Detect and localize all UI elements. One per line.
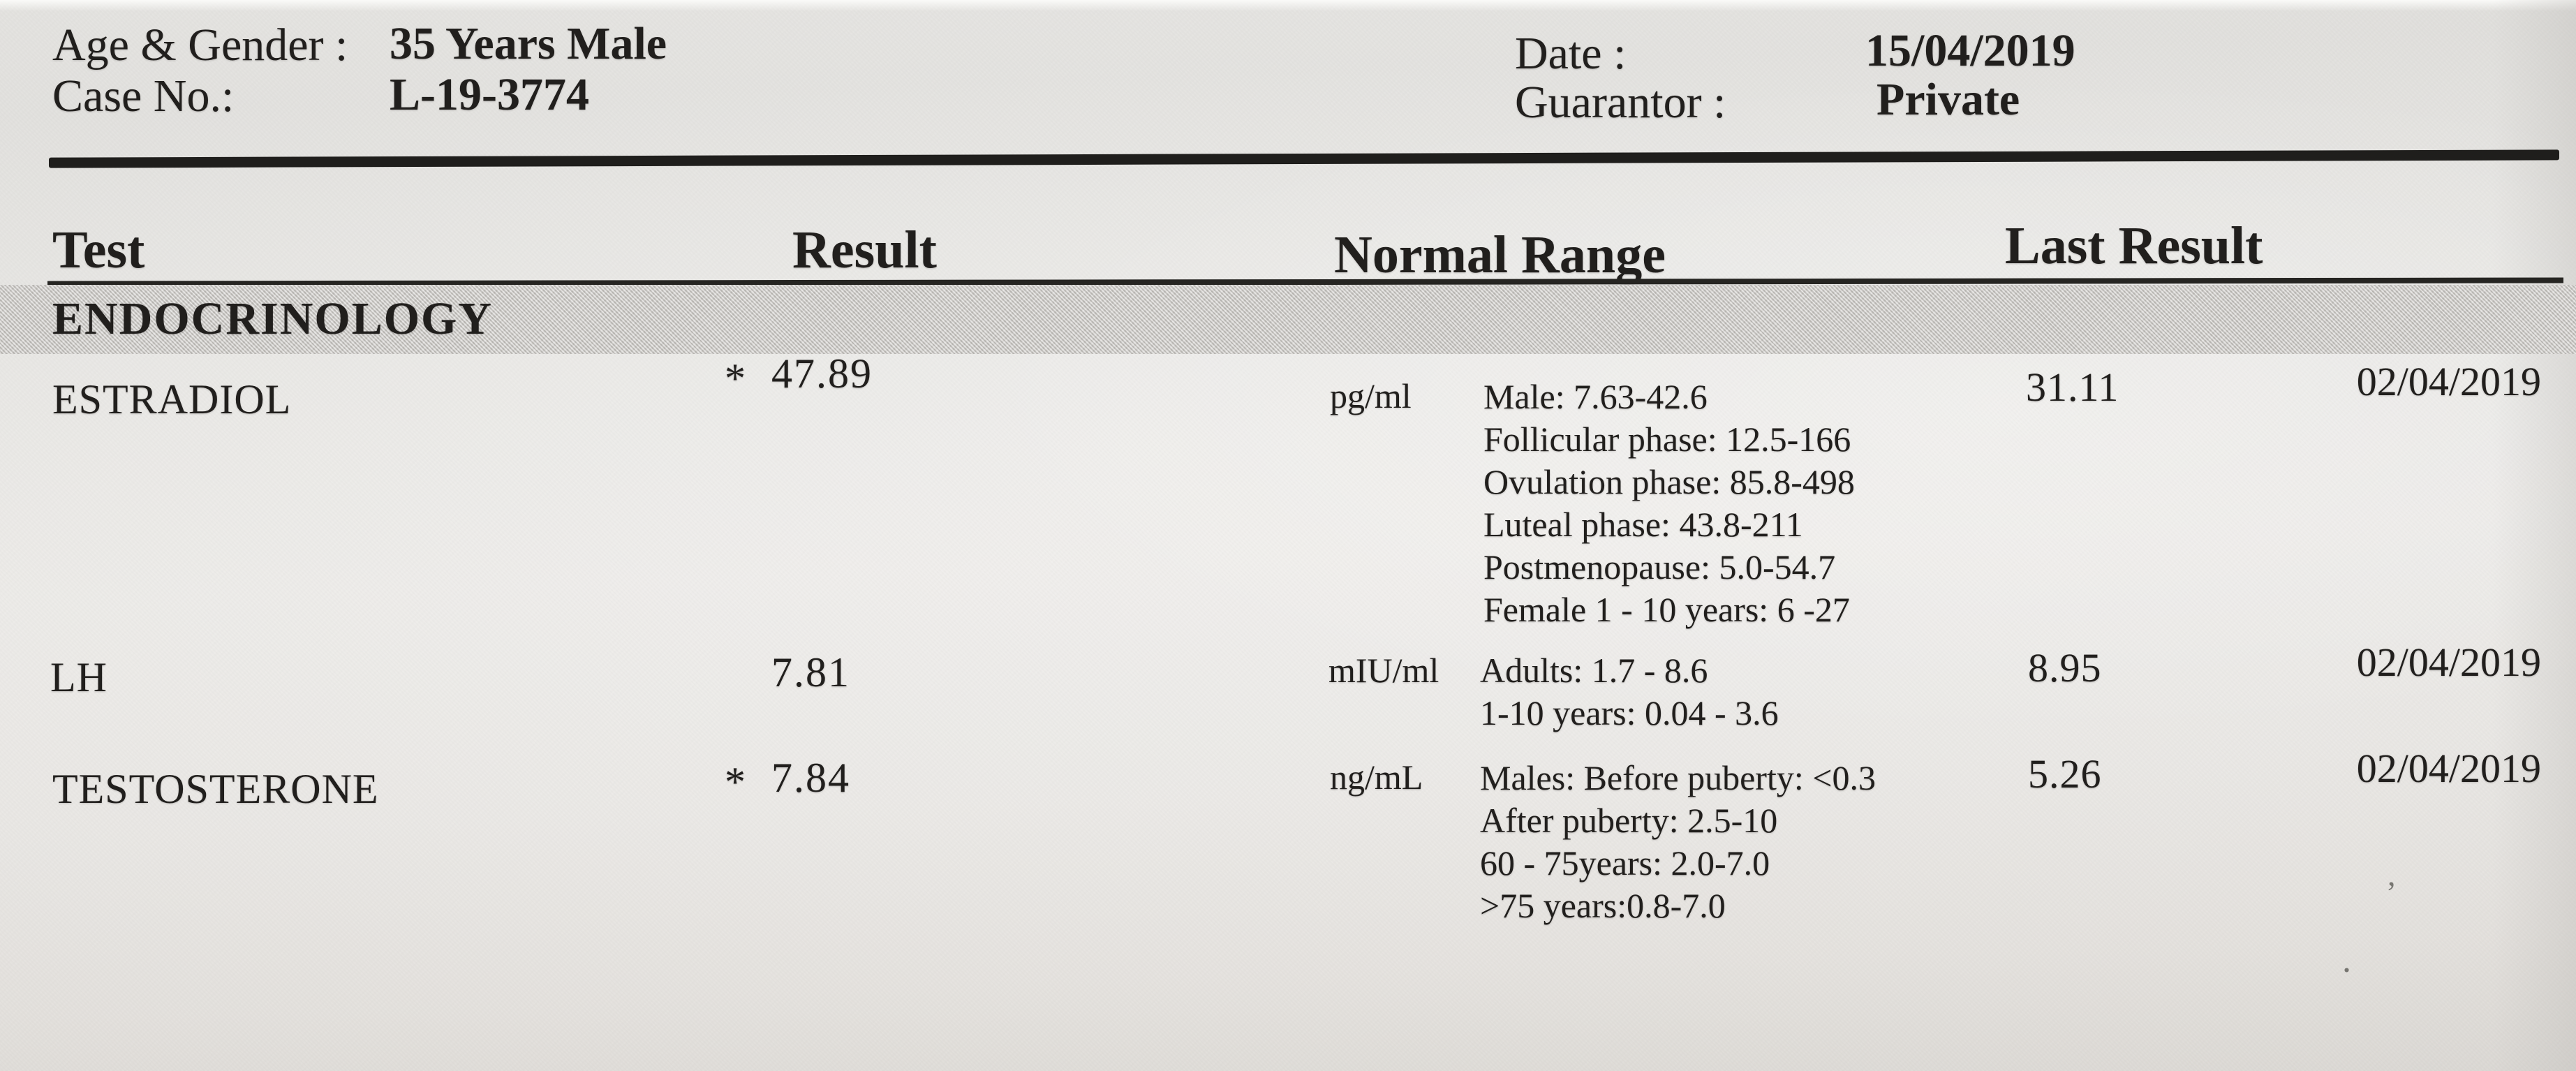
photo-right-shade bbox=[2492, 0, 2576, 1071]
test-name: ESTRADIOL bbox=[52, 376, 292, 422]
normal-range-line: >75 years:0.8-7.0 bbox=[1480, 886, 1726, 925]
column-header-normal-range: Normal Range bbox=[1334, 226, 1666, 284]
normal-range-line: Female 1 - 10 years: 6 -27 bbox=[1483, 590, 1850, 629]
normal-range-line: Ovulation phase: 85.8-498 bbox=[1483, 462, 1855, 501]
test-name: TESTOSTERONE bbox=[52, 766, 379, 812]
last-result-value: 31.11 bbox=[2026, 364, 2119, 410]
last-result-date: 02/04/2019 bbox=[2356, 746, 2541, 791]
result-unit: pg/ml bbox=[1330, 376, 1412, 415]
normal-range-line: Adults: 1.7 - 8.6 bbox=[1480, 651, 1708, 690]
case-no-value: L-19-3774 bbox=[390, 69, 589, 120]
column-header-test: Test bbox=[52, 221, 145, 279]
abnormal-flag: * bbox=[725, 355, 746, 401]
normal-range-block: Male: 7.63-42.6 Follicular phase: 12.5-1… bbox=[1483, 376, 1855, 631]
guarantor-value: Private bbox=[1877, 74, 2020, 125]
normal-range-block: Adults: 1.7 - 8.6 1-10 years: 0.04 - 3.6 bbox=[1480, 649, 1779, 734]
abnormal-flag: * bbox=[725, 759, 746, 805]
section-title: ENDOCRINOLOGY bbox=[52, 293, 494, 344]
last-result-date: 02/04/2019 bbox=[2356, 640, 2541, 685]
photo-speck-artifact: , bbox=[2388, 857, 2396, 892]
result-value: 7.84 bbox=[771, 755, 850, 801]
guarantor-label: Guarantor : bbox=[1515, 77, 1726, 128]
last-result-value: 5.26 bbox=[2028, 751, 2102, 797]
normal-range-line: 60 - 75years: 2.0-7.0 bbox=[1480, 843, 1770, 882]
photo-top-edge bbox=[0, 0, 2576, 11]
last-result-date: 02/04/2019 bbox=[2356, 359, 2541, 404]
last-result-value: 8.95 bbox=[2028, 645, 2102, 690]
result-value: 7.81 bbox=[771, 649, 850, 695]
result-unit: mIU/ml bbox=[1328, 651, 1439, 690]
report-date-value: 15/04/2019 bbox=[1865, 25, 2075, 76]
normal-range-line: Male: 7.63-42.6 bbox=[1483, 377, 1708, 416]
column-header-last-result: Last Result bbox=[2005, 216, 2263, 275]
test-name: LH bbox=[50, 654, 108, 700]
section-band bbox=[0, 285, 2576, 354]
header-divider-rule bbox=[48, 149, 2560, 168]
age-gender-value: 35 Years Male bbox=[390, 18, 667, 69]
normal-range-line: 1-10 years: 0.04 - 3.6 bbox=[1480, 693, 1779, 732]
result-unit: ng/mL bbox=[1330, 758, 1423, 797]
normal-range-line: Luteal phase: 43.8-211 bbox=[1483, 505, 1803, 544]
result-value: 47.89 bbox=[771, 350, 873, 397]
normal-range-line: Postmenopause: 5.0-54.7 bbox=[1483, 547, 1836, 586]
normal-range-line: After puberty: 2.5-10 bbox=[1480, 801, 1778, 840]
normal-range-line: Follicular phase: 12.5-166 bbox=[1483, 420, 1851, 459]
age-gender-label: Age & Gender : bbox=[52, 20, 348, 71]
column-header-result: Result bbox=[792, 221, 937, 279]
report-date-label: Date : bbox=[1515, 28, 1627, 79]
normal-range-line: Males: Before puberty: <0.3 bbox=[1480, 758, 1876, 797]
normal-range-block: Males: Before puberty: <0.3 After pubert… bbox=[1480, 757, 1876, 927]
case-no-label: Case No.: bbox=[52, 71, 235, 121]
photo-speck-artifact: . bbox=[2342, 940, 2351, 980]
